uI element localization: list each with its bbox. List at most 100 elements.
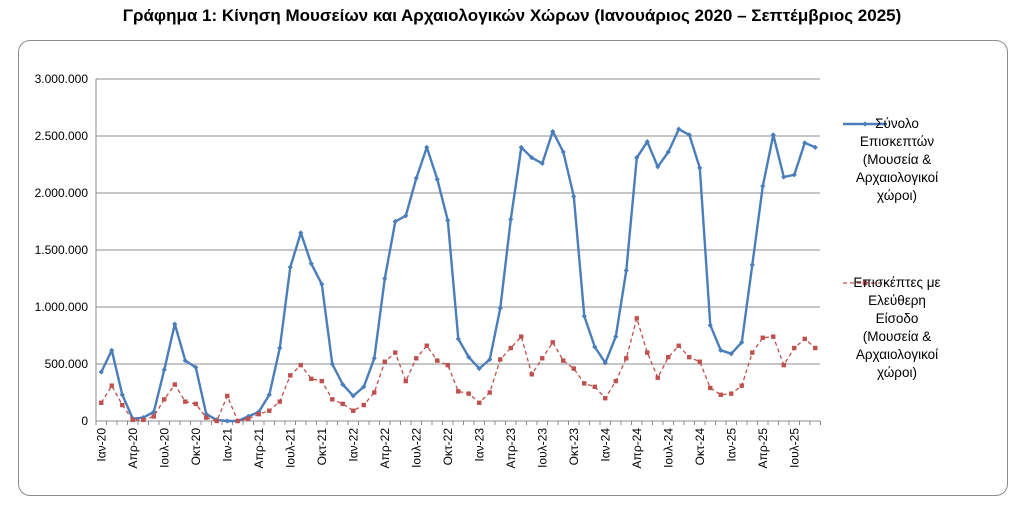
data-point <box>287 264 293 270</box>
data-point <box>119 392 125 398</box>
x-tick-label: Ιαν-25 <box>724 428 738 462</box>
x-tick-label: Ιουλ-25 <box>787 428 801 468</box>
legend-swatch-marker <box>862 280 868 286</box>
data-point <box>424 343 429 348</box>
x-tick-label: Οκτ-24 <box>693 428 707 466</box>
data-point <box>109 347 115 353</box>
data-point <box>676 343 681 348</box>
data-point <box>371 355 377 361</box>
data-point <box>319 281 325 287</box>
data-point <box>792 345 797 351</box>
data-point <box>476 365 482 372</box>
data-point <box>487 390 492 395</box>
x-tick-label: Οκτ-21 <box>315 428 329 466</box>
data-point <box>319 378 324 384</box>
data-point <box>739 339 745 345</box>
data-point <box>351 408 356 413</box>
data-point <box>403 213 409 219</box>
y-tick-label: 1.500.000 <box>35 243 89 257</box>
x-tick-label: Οκτ-23 <box>567 428 581 466</box>
data-point <box>340 401 345 407</box>
legend-label: Αρχαιολογικοί <box>856 170 938 185</box>
data-point <box>435 358 440 363</box>
data-point <box>235 418 240 424</box>
data-point <box>161 367 167 373</box>
data-point <box>771 334 776 339</box>
data-point <box>204 415 209 420</box>
data-point <box>393 350 398 355</box>
data-point <box>498 357 503 362</box>
legend: Σύνολο Επισκεπτών (Μουσεία & Αρχαιολογικοί χ… <box>843 116 941 380</box>
x-tick-label: Ιουλ-20 <box>157 428 171 468</box>
x-tick-label: Απρ-21 <box>252 428 266 469</box>
data-point <box>182 357 188 364</box>
data-point <box>781 362 786 368</box>
data-point <box>130 417 135 423</box>
y-axis-tick-labels: 0 500.000 1.000.000 1.500.000 2.000.000 2.500… <box>35 72 89 428</box>
data-point <box>592 384 597 389</box>
legend-label: (Μουσεία & <box>863 152 932 167</box>
data-point <box>193 364 199 371</box>
data-point <box>98 369 104 375</box>
axes <box>95 79 821 425</box>
y-tick-label: 2.500.000 <box>35 129 89 143</box>
data-point <box>707 322 713 328</box>
data-point <box>781 174 787 180</box>
data-point <box>581 313 587 319</box>
x-tick-label: Ιουλ-24 <box>661 428 675 468</box>
y-tick-label: 1.000.000 <box>35 300 89 314</box>
x-tick-label: Ιαν-20 <box>94 428 108 462</box>
data-point <box>634 316 639 321</box>
data-point <box>508 216 514 222</box>
data-point <box>372 390 377 395</box>
data-point <box>141 417 146 423</box>
data-point <box>561 358 566 363</box>
data-point <box>729 391 734 396</box>
x-tick-label: Οκτ-22 <box>441 428 455 466</box>
data-point <box>267 408 272 413</box>
x-tick-label: Απρ-22 <box>378 428 392 469</box>
data-point <box>603 396 608 401</box>
data-point <box>193 401 198 407</box>
data-point <box>592 344 598 350</box>
data-point <box>329 361 335 367</box>
data-point <box>539 160 545 166</box>
x-tick-label: Ιουλ-21 <box>283 428 297 468</box>
data-point <box>172 321 178 327</box>
data-point <box>540 356 545 361</box>
data-point <box>497 305 503 311</box>
data-point <box>708 385 713 391</box>
chart-frame <box>18 40 1008 496</box>
data-point <box>340 381 346 388</box>
data-point <box>225 393 230 399</box>
x-tick-label: Απρ-25 <box>756 428 770 469</box>
data-point <box>749 262 755 268</box>
data-point <box>739 383 744 388</box>
data-point <box>403 378 408 384</box>
data-point <box>624 356 629 361</box>
data-point <box>477 400 482 405</box>
x-tick-label: Οκτ-20 <box>189 428 203 466</box>
data-point <box>529 155 535 161</box>
data-point <box>140 414 146 421</box>
data-point <box>718 347 724 353</box>
data-point <box>256 411 261 417</box>
data-point <box>350 393 356 399</box>
data-point <box>613 378 618 384</box>
data-point <box>413 175 419 181</box>
x-tick-label: Απρ-24 <box>630 428 644 469</box>
data-point <box>456 389 461 394</box>
y-tick-label: 0 <box>81 414 88 428</box>
data-point <box>214 418 219 424</box>
data-point <box>812 144 818 150</box>
gridlines <box>96 78 820 422</box>
chart-title: Γράφημα 1: Κίνηση Μουσείων και Αρχαιολογ… <box>122 6 902 25</box>
data-point <box>718 392 723 397</box>
data-point <box>414 356 419 361</box>
data-point <box>760 335 765 340</box>
data-point <box>298 362 303 368</box>
data-point <box>203 411 209 417</box>
x-tick-label: Ιουλ-23 <box>535 428 549 468</box>
data-point <box>466 354 472 360</box>
